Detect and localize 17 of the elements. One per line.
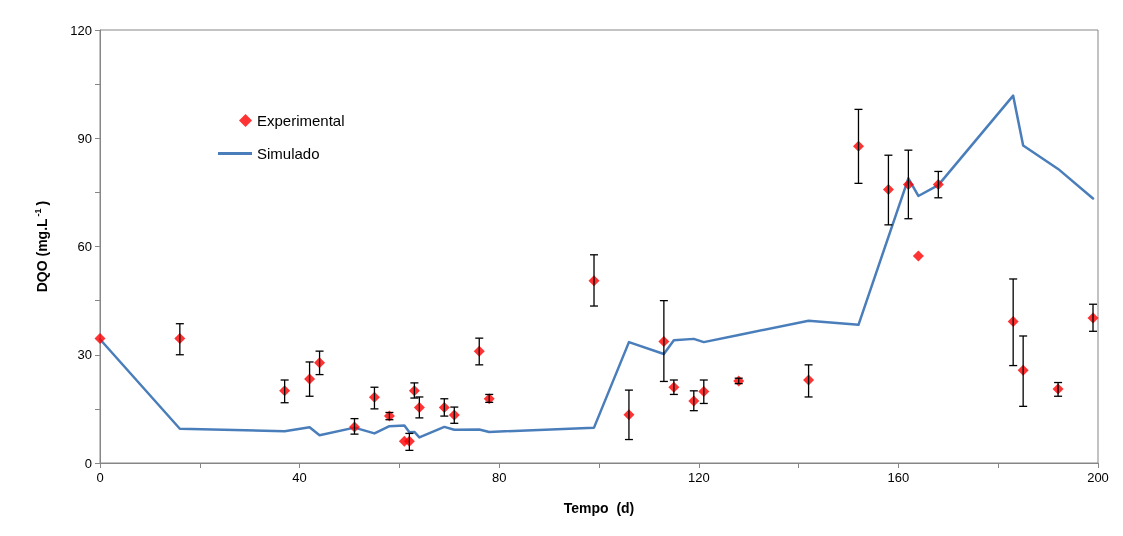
x-tick-label: 0 [96, 470, 104, 485]
x-tick-label: 160 [887, 470, 910, 485]
point [94, 333, 106, 345]
x-tick-label: 40 [292, 470, 307, 485]
y-tick-label: 60 [77, 239, 92, 254]
point [912, 250, 924, 262]
y-tick-label: 120 [70, 22, 92, 38]
x-tick-label: 80 [491, 470, 507, 485]
y-axis-title: DQO (mg.L-1) [32, 200, 50, 293]
x-tick-label: 200 [1087, 470, 1109, 485]
x-axis-title: Tempo (d) [563, 500, 635, 516]
y-tick-label: 0 [84, 455, 92, 471]
legend-label: Simulado [257, 145, 320, 162]
y-tick-label: 90 [77, 130, 92, 146]
legend-label: Experimental [257, 112, 345, 129]
x-tick-label: 120 [687, 470, 710, 485]
y-tick-label: 30 [77, 347, 92, 363]
